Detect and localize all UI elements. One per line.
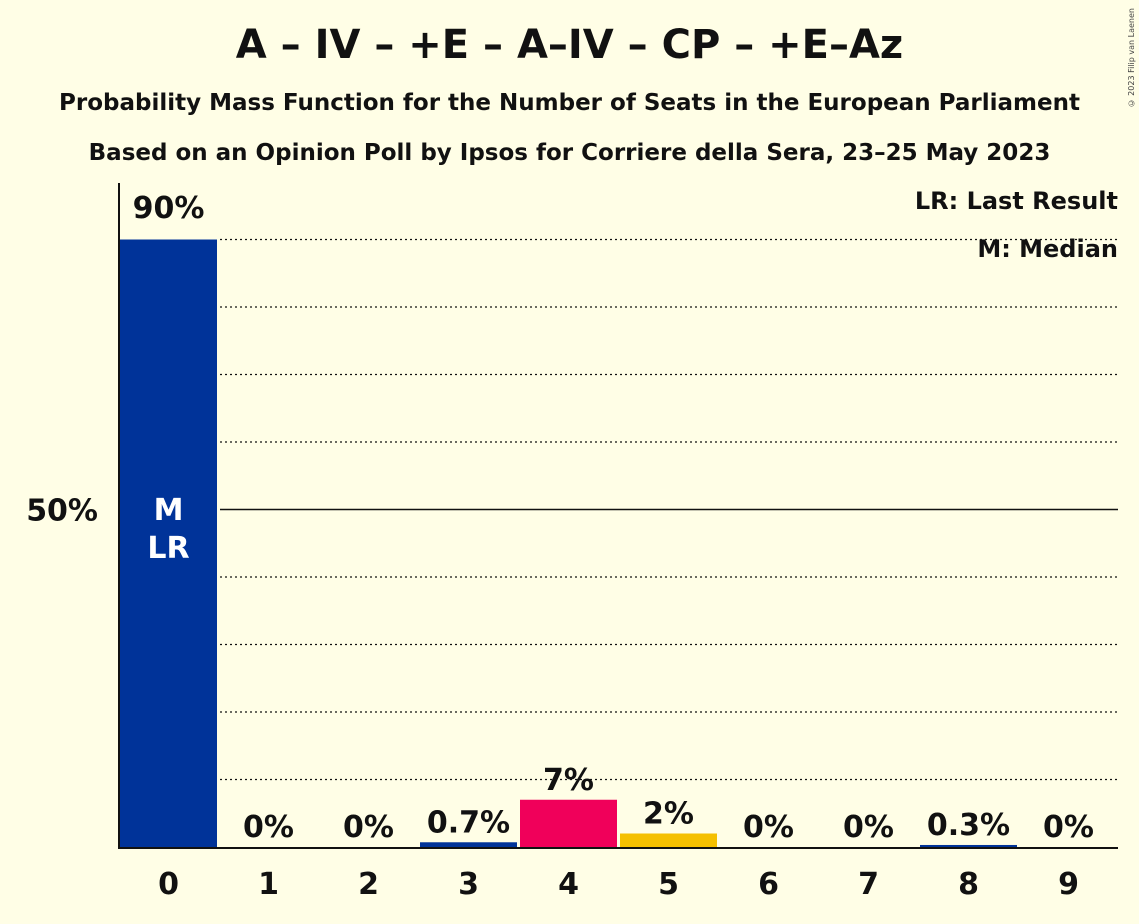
bar-value-label: 7% xyxy=(543,763,594,798)
chart-title: A – IV – +E – A–IV – CP – +E–Az xyxy=(235,22,904,68)
bar-value-label: 0% xyxy=(743,810,794,845)
bar-value-label: 0.7% xyxy=(427,805,510,840)
bar-value-label: 0% xyxy=(1043,810,1094,845)
axes xyxy=(118,183,1118,849)
x-tick-label: 6 xyxy=(758,867,779,902)
legend-median: M: Median xyxy=(977,235,1118,263)
x-tick-label: 2 xyxy=(358,867,379,902)
x-tick-label: 0 xyxy=(158,867,179,902)
x-tick-label: 8 xyxy=(958,867,979,902)
x-tick-label: 3 xyxy=(458,867,479,902)
bar-value-label: 0% xyxy=(243,810,294,845)
x-tick-label: 4 xyxy=(558,867,579,902)
y-tick-label: 50% xyxy=(26,494,98,529)
bars xyxy=(120,239,1017,847)
bar-value-label: 0% xyxy=(343,810,394,845)
bar-value-label: 2% xyxy=(643,797,694,832)
value-labels: 90% 0% 0% 0.7% 7% 2% 0% 0% 0.3% 0% MLR xyxy=(133,191,1094,845)
x-tick-label: 5 xyxy=(658,867,679,902)
bar xyxy=(520,799,617,847)
bar-value-label: 0.3% xyxy=(927,808,1010,843)
bar xyxy=(620,833,717,847)
x-tick-label: 9 xyxy=(1058,867,1079,902)
x-tick-label: 7 xyxy=(858,867,879,902)
grid-lines xyxy=(220,238,1118,781)
chart-subtitle: Probability Mass Function for the Number… xyxy=(59,90,1080,116)
chart-source-subtitle: Based on an Opinion Poll by Ipsos for Co… xyxy=(88,140,1051,166)
x-tick-label: 1 xyxy=(258,867,279,902)
median-marker: M xyxy=(154,493,184,528)
legend-last-result: LR: Last Result xyxy=(915,187,1118,215)
bar-value-label: 90% xyxy=(133,191,205,226)
bar xyxy=(420,842,517,847)
last-result-marker: LR xyxy=(147,531,189,566)
bar xyxy=(120,239,217,847)
bar-value-label: 0% xyxy=(843,810,894,845)
bar xyxy=(920,844,1017,847)
x-tick-labels: 0 1 2 3 4 5 6 7 8 9 xyxy=(158,867,1079,902)
